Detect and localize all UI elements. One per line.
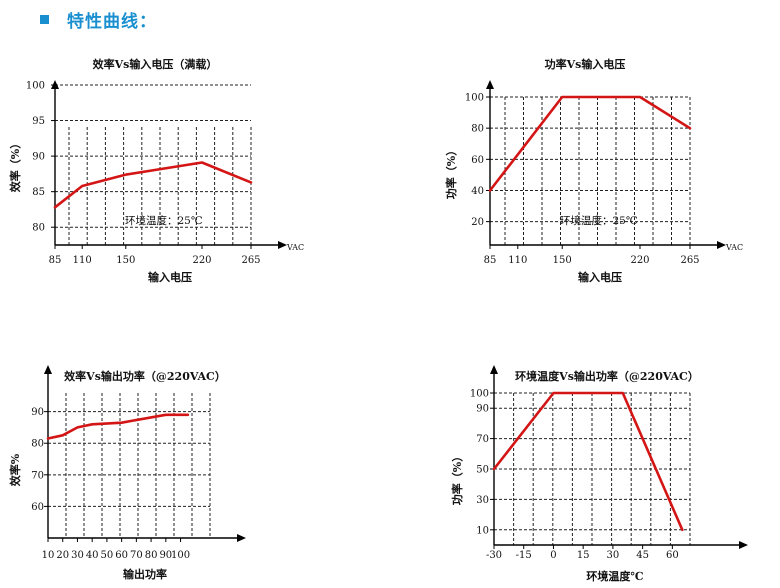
x-tick-label: 20 xyxy=(56,550,69,561)
y-axis-arrow-icon xyxy=(490,365,498,374)
x-tick-label: 30 xyxy=(607,550,620,561)
x-axis-title: 环境温度℃ xyxy=(586,569,643,583)
chart-title: 效率Vs输出功率（@220VAC） xyxy=(64,369,226,383)
y-tick-label: 85 xyxy=(32,187,45,198)
y-tick-label: 70 xyxy=(476,434,489,445)
x-tick-label: 45 xyxy=(636,550,649,561)
y-tick-label: 95 xyxy=(32,116,45,127)
y-axis-arrow-icon xyxy=(44,365,52,374)
x-tick-label: 90 xyxy=(159,550,172,561)
x-tick-label: 60 xyxy=(115,550,128,561)
x-tick-label: 10 xyxy=(42,550,55,561)
x-tick-label: 220 xyxy=(630,255,649,266)
x-axis-arrow-icon xyxy=(278,241,287,249)
y-tick-label: 100 xyxy=(470,389,489,400)
x-axis-title: 输出功率 xyxy=(123,567,167,581)
x-tick-label: 150 xyxy=(116,255,135,266)
x-tick-label: 80 xyxy=(145,550,158,561)
y-tick-label: 20 xyxy=(471,217,484,228)
chart-annotation: 环境温度：25℃ xyxy=(125,214,203,227)
x-axis-unit-label: VAC xyxy=(286,243,304,252)
y-tick-label: 30 xyxy=(476,495,489,506)
chart-annotation: 环境温度：25℃ xyxy=(560,214,638,227)
chart-title: 功率Vs输入电压 xyxy=(545,57,626,71)
x-tick-label: 265 xyxy=(241,255,260,266)
y-axis-arrow-icon xyxy=(486,80,494,89)
x-tick-label: 265 xyxy=(680,255,699,266)
x-axis-arrow-icon xyxy=(237,534,246,542)
x-tick-label: -15 xyxy=(516,550,532,561)
x-tick-label: 110 xyxy=(73,255,92,266)
y-axis-title: 效率（%） xyxy=(8,138,22,192)
x-tick-label: 70 xyxy=(130,550,143,561)
x-tick-label: 30 xyxy=(71,550,84,561)
y-tick-label: 60 xyxy=(471,155,484,166)
x-axis-title: 输入电压 xyxy=(148,270,192,284)
x-tick-label: 110 xyxy=(508,255,527,266)
series-line xyxy=(53,161,253,209)
y-tick-label: 90 xyxy=(476,404,489,415)
y-tick-label: 80 xyxy=(31,439,44,450)
x-tick-label: 150 xyxy=(553,255,572,266)
x-tick-label: 100 xyxy=(171,550,190,561)
y-tick-label: 90 xyxy=(31,407,44,418)
x-tick-label: -30 xyxy=(486,550,502,561)
series-line xyxy=(492,391,684,532)
y-tick-label: 70 xyxy=(31,470,44,481)
y-tick-label: 80 xyxy=(32,223,45,234)
y-tick-label: 80 xyxy=(471,124,484,135)
series-line xyxy=(46,413,190,440)
square-bullet-icon xyxy=(40,14,49,24)
chart-title: 环境温度Vs输出功率（@220VAC） xyxy=(515,369,699,383)
chart-title: 效率Vs输入电压（满载） xyxy=(93,57,218,71)
x-tick-label: 220 xyxy=(192,255,211,266)
y-axis-title: 功率（%） xyxy=(444,145,458,199)
x-tick-label: 0 xyxy=(550,550,556,561)
y-tick-label: 100 xyxy=(465,93,484,104)
x-tick-label: 15 xyxy=(577,550,590,561)
y-tick-label: 40 xyxy=(471,186,484,197)
x-tick-label: 60 xyxy=(666,550,679,561)
y-axis-title: 效率% xyxy=(8,453,22,486)
y-tick-label: 90 xyxy=(32,152,45,163)
x-axis-arrow-icon xyxy=(717,241,726,249)
y-tick-label: 50 xyxy=(476,465,489,476)
y-axis-title: 功率（%） xyxy=(450,451,464,505)
x-tick-label: 50 xyxy=(101,550,114,561)
x-tick-label: 85 xyxy=(49,255,62,266)
y-tick-label: 10 xyxy=(476,525,489,536)
x-axis-title: 输入电压 xyxy=(578,270,622,284)
x-tick-label: 40 xyxy=(86,550,99,561)
y-tick-label: 100 xyxy=(26,81,45,92)
section-header: 特性曲线： xyxy=(40,6,157,32)
x-axis-arrow-icon xyxy=(739,541,748,549)
section-title: 特性曲线： xyxy=(67,11,157,32)
y-tick-label: 60 xyxy=(31,502,44,513)
x-tick-label: 85 xyxy=(484,255,497,266)
series-line xyxy=(488,95,692,192)
x-axis-unit-label: VAC xyxy=(725,243,743,252)
